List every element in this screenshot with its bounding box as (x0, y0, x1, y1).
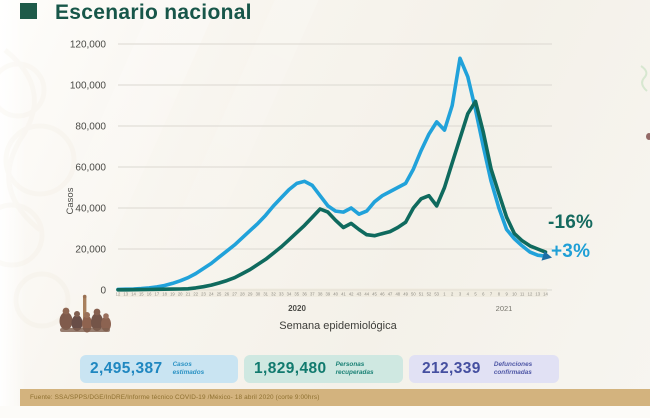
x-tick-band (118, 288, 547, 297)
x-week-tick-label: 39 (326, 292, 331, 297)
x-week-tick-label: 12 (528, 292, 533, 297)
recovered-label: Personas recuperadas (335, 361, 374, 376)
x-week-tick-label: 47 (388, 292, 393, 297)
x-week-tick-label: 28 (240, 292, 245, 297)
y-tick-label: 120,000 (70, 40, 107, 51)
stat-box-recovered: 1,829,480 Personas recuperadas (244, 355, 403, 383)
x-week-tick-label: 51 (419, 292, 424, 297)
x-week-tick-label: 7 (490, 292, 493, 297)
x-week-tick-label: 37 (310, 292, 315, 297)
x-week-tick-label: 12 (116, 292, 121, 297)
x-week-tick-label: 23 (201, 292, 206, 297)
x-week-tick-label: 38 (318, 292, 323, 297)
recovered-value: 1,829,480 (254, 360, 327, 377)
y-axis-title: Casos (65, 187, 76, 214)
x-week-tick-label: 4 (467, 292, 470, 297)
x-week-tick-label: 41 (341, 292, 346, 297)
annotation-weekly-change-green: -16% (548, 212, 594, 233)
x-week-tick-label: 14 (131, 292, 136, 297)
estimated-cases-value: 2,495,387 (90, 360, 163, 377)
footer-source-text: Fuente: SSA/SPPS/DGE/InDRE/Informe técni… (30, 394, 320, 401)
x-week-tick-label: 42 (349, 292, 354, 297)
x-week-tick-label: 40 (333, 292, 338, 297)
x-week-tick-label: 32 (271, 292, 276, 297)
x-week-tick-label: 30 (256, 292, 261, 297)
summary-stats-row: 2,495,387 Casos estimados 1,829,480 Pers… (80, 355, 559, 383)
y-tick-label: 100,000 (70, 81, 107, 92)
estimated-cases-label: Casos estimados (172, 361, 205, 376)
annotation-weekly-change-blue: +3% (551, 241, 591, 262)
video-artifact-green-mark (640, 65, 648, 92)
x-week-tick-label: 35 (294, 292, 299, 297)
line-serie-azul-casos-estimados (116, 56, 548, 292)
x-week-tick-label: 31 (263, 292, 268, 297)
x-week-tick-label: 34 (287, 292, 292, 297)
video-artifact-red-dot (646, 133, 650, 140)
x-week-tick-label: 1 (443, 292, 446, 297)
x-week-tick-label: 20 (178, 292, 183, 297)
x-week-tick-label: 16 (147, 292, 152, 297)
x-week-tick-label: 24 (209, 292, 214, 297)
x-week-tick-label: 18 (162, 292, 167, 297)
x-week-tick-label: 10 (512, 292, 517, 297)
x-week-tick-label: 8 (498, 292, 501, 297)
x-week-tick-label: 52 (427, 292, 432, 297)
x-week-tick-label: 29 (248, 292, 253, 297)
bottom-margin (0, 406, 650, 418)
x-week-tick-label: 14 (543, 292, 548, 297)
x-week-tick-label: 13 (535, 292, 540, 297)
x-axis-title: Semana epidemiológica (279, 320, 397, 332)
x-week-tick-label: 11 (520, 292, 525, 297)
independence-year-emblem (59, 294, 111, 333)
x-week-tick-label: 50 (411, 292, 416, 297)
x-week-tick-label: 45 (372, 292, 377, 297)
x-week-tick-label: 22 (193, 292, 198, 297)
x-week-tick-label: 19 (170, 292, 175, 297)
x-week-tick-label: 53 (434, 292, 439, 297)
confirmed-deaths-value: 212,339 (422, 360, 481, 377)
x-week-tick-label: 2 (451, 292, 454, 297)
y-tick-label: 80,000 (75, 122, 106, 133)
stat-box-confirmed-deaths: 212,339 Defunciones confirmadas (409, 355, 559, 383)
x-year-label-2021: 2021 (496, 304, 513, 313)
x-week-tick-label: 44 (364, 292, 369, 297)
x-week-tick-label: 26 (224, 292, 229, 297)
x-week-tick-label: 49 (403, 292, 408, 297)
x-week-tick-label: 43 (357, 292, 362, 297)
y-tick-label: 40,000 (75, 204, 106, 215)
page-title: Escenario nacional (55, 1, 252, 24)
x-week-tick-label: 17 (155, 292, 160, 297)
confirmed-deaths-label: Defunciones confirmadas (493, 361, 533, 376)
x-year-label-2020: 2020 (288, 304, 306, 313)
x-week-tick-label: 48 (395, 292, 400, 297)
footer-source-bar: Fuente: SSA/SPPS/DGE/InDRE/Informe técni… (20, 389, 650, 406)
x-week-tick-label: 36 (302, 292, 307, 297)
x-week-tick-label: 3 (459, 292, 462, 297)
y-tick-label: 20,000 (75, 245, 106, 256)
y-tick-label: 0 (100, 286, 106, 297)
stat-box-estimated-cases: 2,495,387 Casos estimados (80, 355, 238, 383)
x-week-tick-label: 21 (186, 292, 191, 297)
line-serie-verde-oscuro (116, 99, 548, 292)
y-tick-label: 60,000 (75, 163, 106, 174)
x-week-tick-label: 25 (217, 292, 222, 297)
title-bullet-square (20, 3, 37, 19)
x-week-tick-label: 46 (380, 292, 385, 297)
x-week-tick-label: 27 (232, 292, 237, 297)
x-week-tick-label: 5 (474, 292, 477, 297)
x-week-tick-label: 13 (123, 292, 128, 297)
x-week-tick-label: 33 (279, 292, 284, 297)
title-row: Escenario nacional (20, 0, 252, 25)
x-week-tick-label: 6 (482, 292, 485, 297)
x-week-tick-label: 9 (505, 292, 508, 297)
trend-arrow-icon (541, 251, 552, 261)
x-week-tick-label: 15 (139, 292, 144, 297)
